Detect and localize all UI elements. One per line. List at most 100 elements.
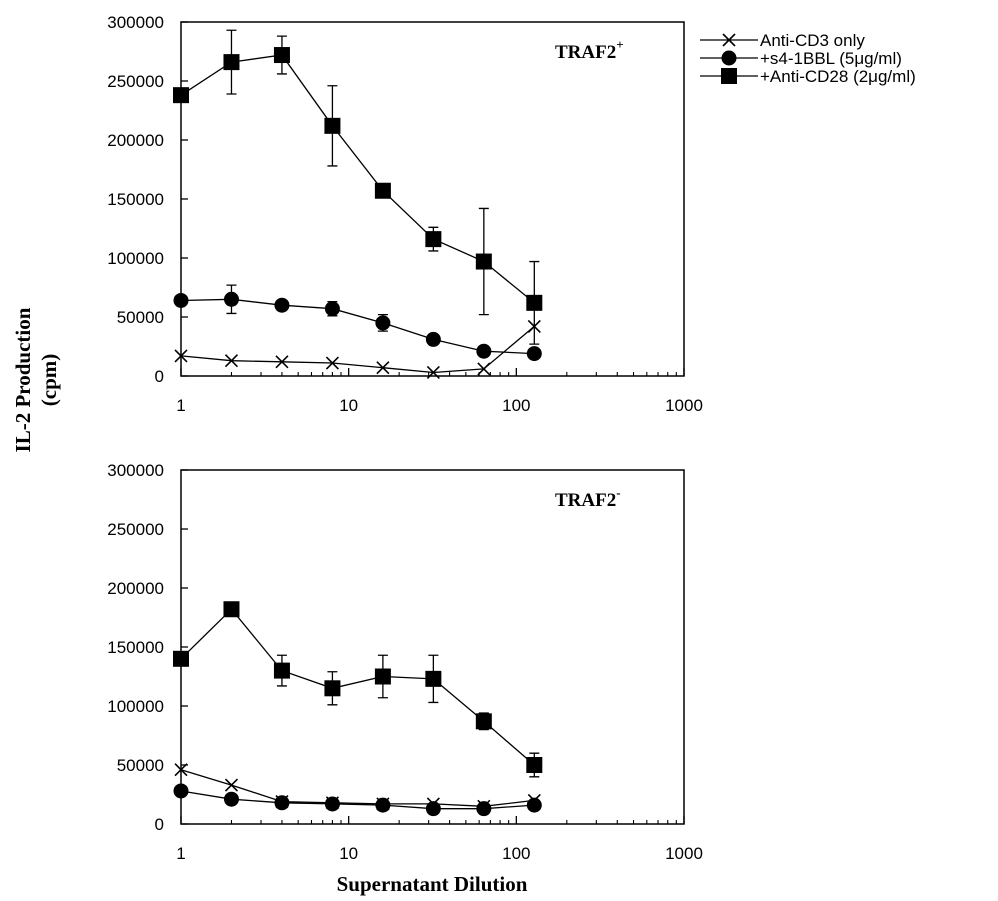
y-tick-label: 200000 xyxy=(107,131,164,150)
series-square xyxy=(173,601,543,778)
series-circle xyxy=(173,284,542,362)
data-point xyxy=(375,315,391,331)
data-point xyxy=(374,668,391,685)
panel-title: TRAF2+ xyxy=(555,37,624,63)
data-point xyxy=(173,292,189,308)
panel-title-superscript: - xyxy=(616,485,620,500)
panel-title: TRAF2- xyxy=(555,485,621,511)
data-point xyxy=(173,650,189,667)
y-tick-label: 200000 xyxy=(107,579,164,598)
y-axis-title-line2: (cpm) xyxy=(37,354,61,406)
y-tick-label: 150000 xyxy=(107,190,164,209)
data-point xyxy=(174,349,188,363)
data-point xyxy=(223,601,240,618)
data-point xyxy=(223,54,240,71)
legend-label: +Anti-CD28 (2μg/ml) xyxy=(760,67,916,86)
data-point xyxy=(224,354,239,368)
legend-marker xyxy=(721,50,737,66)
x-tick-label: 1000 xyxy=(665,396,703,415)
legend-label: Anti-CD3 only xyxy=(760,31,865,50)
x-axis-title: Supernatant Dilution xyxy=(337,872,528,896)
data-point xyxy=(425,670,442,687)
legend-entry: Anti-CD3 only xyxy=(700,31,865,50)
axis-ticks: 0 50000 100000 150000 200000 250000 300000 1 10 1… xyxy=(107,461,703,863)
data-point xyxy=(374,182,391,199)
axis-ticks: 0 50000 100000 150000 200000 250000 300000 1 10 1… xyxy=(107,13,703,415)
legend-entry: +s4-1BBL (5μg/ml) xyxy=(700,49,902,68)
y-tick-label: 100000 xyxy=(107,697,164,716)
y-tick-label: 150000 xyxy=(107,638,164,657)
x-tick-label: 100 xyxy=(502,396,530,415)
series-line xyxy=(180,298,535,355)
legend: Anti-CD3 only+s4-1BBL (5μg/ml)+Anti-CD28… xyxy=(700,31,916,86)
data-point xyxy=(526,757,543,773)
series-layer xyxy=(173,29,543,380)
series-line xyxy=(180,325,535,374)
series-line xyxy=(180,790,535,810)
y-tick-label: 250000 xyxy=(107,72,164,91)
data-point xyxy=(475,713,492,730)
y-tick-label: 300000 xyxy=(107,461,164,480)
data-point xyxy=(273,662,290,679)
data-point xyxy=(274,297,290,313)
legend-entry: +Anti-CD28 (2μg/ml) xyxy=(700,67,916,86)
data-point xyxy=(274,795,290,811)
data-point xyxy=(476,801,492,817)
y-tick-label: 0 xyxy=(155,815,164,834)
traf2-negative-panel: TRAF2- 0 50000 100000 150000 200000 250000 300… xyxy=(107,461,703,863)
x-tick-label: 1 xyxy=(176,396,185,415)
x-tick-label: 1000 xyxy=(665,844,703,863)
data-point xyxy=(375,797,391,813)
data-point xyxy=(223,291,239,307)
data-point xyxy=(526,797,542,813)
y-tick-label: 50000 xyxy=(117,308,164,327)
data-point xyxy=(224,778,239,792)
series-square xyxy=(173,29,543,345)
panel-title-superscript: + xyxy=(616,37,623,52)
shared-y-axis-title: IL-2 Production (cpm) xyxy=(11,307,61,452)
panel-title-base: TRAF2 xyxy=(555,42,616,63)
panel-title-base: TRAF2 xyxy=(555,490,616,511)
y-tick-label: 100000 xyxy=(107,249,164,268)
series-line xyxy=(180,769,535,807)
x-tick-label: 10 xyxy=(339,844,358,863)
data-point xyxy=(425,801,441,817)
traf2-positive-panel: TRAF2+ 0 50000 100000 150000 200000 250000 300… xyxy=(107,13,703,415)
data-point xyxy=(273,47,290,64)
data-point xyxy=(173,87,189,104)
y-tick-label: 0 xyxy=(155,367,164,386)
y-tick-label: 250000 xyxy=(107,520,164,539)
data-point xyxy=(526,346,542,362)
data-point xyxy=(425,231,442,248)
series-line xyxy=(180,54,535,304)
data-point xyxy=(174,763,188,777)
data-point xyxy=(526,294,543,311)
data-point xyxy=(173,783,189,799)
data-point xyxy=(324,301,340,317)
y-tick-label: 50000 xyxy=(117,756,164,775)
data-point xyxy=(275,355,289,369)
y-axis-title-line1: IL-2 Production xyxy=(11,307,35,452)
data-point xyxy=(324,796,340,812)
series-circle xyxy=(173,783,542,817)
y-tick-label: 300000 xyxy=(107,13,164,32)
data-point xyxy=(324,680,341,697)
data-point xyxy=(376,361,390,375)
series-layer xyxy=(173,601,543,817)
x-tick-label: 100 xyxy=(502,844,530,863)
series-line xyxy=(180,608,535,766)
data-point xyxy=(425,331,441,347)
x-tick-label: 1 xyxy=(176,844,185,863)
data-point xyxy=(475,253,492,270)
data-point xyxy=(223,791,239,807)
data-point xyxy=(477,362,491,376)
data-point xyxy=(476,343,492,359)
data-point xyxy=(426,365,440,380)
plot-frame xyxy=(180,469,685,825)
legend-marker xyxy=(721,68,737,84)
plot-frame xyxy=(180,21,685,377)
legend-label: +s4-1BBL (5μg/ml) xyxy=(760,49,902,68)
data-point xyxy=(325,356,339,370)
x-tick-label: 10 xyxy=(339,396,358,415)
